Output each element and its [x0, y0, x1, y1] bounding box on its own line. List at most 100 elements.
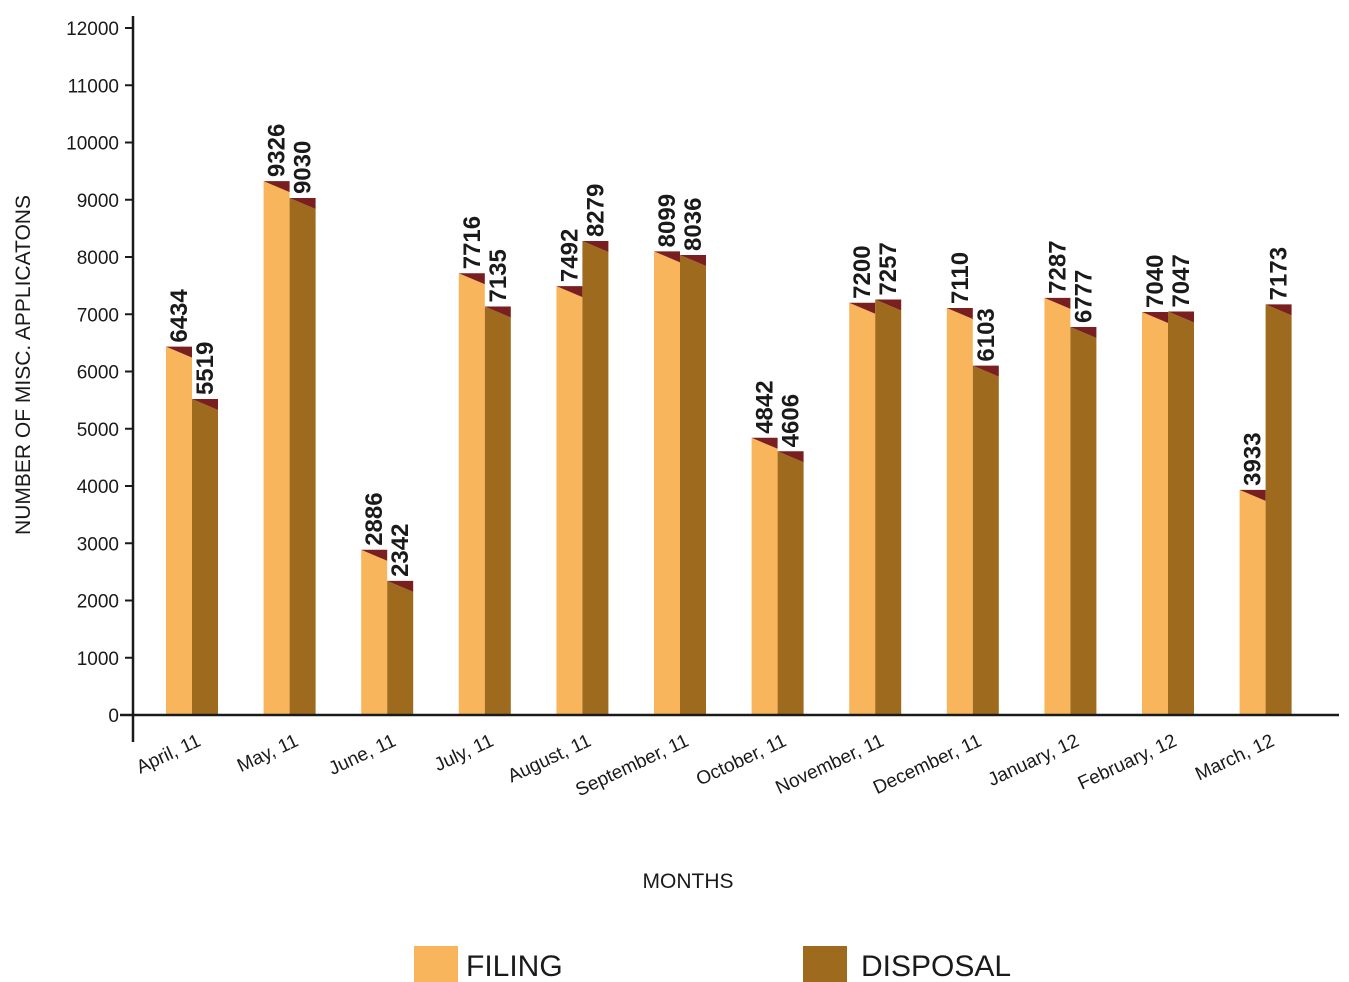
y-tick-label: 5000: [77, 420, 119, 441]
data-label: 7173: [1266, 247, 1293, 300]
data-label: 4842: [752, 380, 779, 433]
bar-cap: [484, 306, 511, 318]
x-tick-label: July, 11: [431, 730, 497, 776]
y-tick-label: 9000: [77, 191, 119, 212]
bar-cap: [582, 241, 609, 253]
y-tick-label: 4000: [77, 477, 119, 498]
bar-disposal: [387, 580, 414, 715]
x-tick-label: May, 11: [234, 730, 302, 776]
x-tick-label: April, 11: [133, 730, 204, 778]
y-tick-label: 7000: [77, 305, 119, 326]
bar-cap: [654, 251, 680, 263]
bar-disposal: [777, 451, 804, 715]
bar-cap: [777, 451, 804, 463]
x-tick-label: December, 11: [870, 730, 985, 798]
bar-cap: [972, 365, 999, 377]
x-tick-label: June, 11: [326, 730, 400, 779]
legend-swatch: [803, 946, 847, 982]
bar-cap: [263, 181, 290, 193]
y-tick-label: 11000: [68, 76, 119, 97]
bar-disposal: [1070, 327, 1097, 715]
data-label: 7200: [849, 245, 876, 298]
x-tick-label: February, 12: [1075, 730, 1180, 794]
bar-filing: [751, 437, 778, 715]
x-tick-label: November, 11: [772, 730, 887, 798]
bar-filing: [263, 181, 290, 716]
legend-label: DISPOSAL: [861, 950, 1011, 982]
bar-cap: [1239, 489, 1266, 501]
data-label: 9326: [264, 124, 291, 177]
bar-filing: [1044, 297, 1071, 715]
data-label: 5519: [192, 342, 219, 395]
x-tick-label: January, 12: [985, 730, 1083, 790]
bar-cap: [361, 549, 388, 561]
bar-cap: [192, 399, 218, 411]
data-label: 7287: [1044, 240, 1071, 293]
bars: [166, 181, 1292, 716]
y-axis-title: NUMBER OF MISC. APPLICATONS: [12, 195, 35, 535]
bar-cap: [680, 254, 706, 266]
bar-disposal: [972, 365, 999, 715]
bar-cap: [1044, 297, 1071, 309]
y-tick-label: 2000: [77, 592, 119, 613]
y-tick-label: 0: [108, 706, 119, 727]
data-label: 9030: [290, 141, 317, 194]
data-label: 8099: [654, 194, 681, 247]
data-label: 2342: [387, 524, 414, 577]
x-axis-title: MONTHS: [643, 870, 734, 893]
bar-disposal: [1265, 304, 1292, 715]
data-label: 6103: [973, 308, 1000, 361]
legend-label: FILING: [466, 950, 563, 982]
bar-filing: [166, 346, 192, 715]
legend-swatch: [414, 946, 458, 982]
bar-disposal: [1168, 311, 1194, 715]
bar-cap: [849, 302, 876, 314]
bar-filing: [361, 549, 388, 715]
legend: FILING DISPOSAL: [414, 946, 1011, 982]
data-label: 6434: [166, 289, 193, 343]
bar-disposal: [680, 254, 706, 715]
bar-cap: [1168, 311, 1194, 323]
bar-cap: [166, 346, 192, 358]
bar-disposal: [192, 399, 218, 715]
data-label: 6777: [1070, 270, 1097, 323]
bar-cap: [556, 286, 583, 298]
data-label: 7135: [485, 249, 512, 302]
x-axis-labels: April, 11 May, 11 June, 11 July, 11 August, …: [133, 730, 1277, 801]
bar-cap: [751, 437, 778, 449]
data-label: 8036: [680, 198, 707, 251]
bar-filing: [946, 307, 973, 715]
y-tick-label: 12000: [66, 19, 119, 40]
data-label: 7047: [1168, 254, 1195, 307]
bar-disposal: [289, 198, 316, 716]
y-tick-label: 3000: [77, 534, 119, 555]
bar-filing: [849, 302, 876, 715]
y-tick-label: 8000: [77, 248, 119, 269]
bar-filing: [556, 286, 583, 715]
data-label: 2886: [361, 492, 388, 545]
bar-filing: [654, 251, 680, 715]
bar-cap: [875, 299, 902, 311]
data-label: 7110: [947, 252, 974, 304]
bar-cap: [1070, 327, 1097, 339]
y-tick-label: 1000: [77, 649, 119, 670]
bar-disposal: [484, 306, 511, 715]
bar-cap: [458, 273, 485, 285]
bar-filing: [1239, 489, 1266, 715]
bar-cap: [946, 307, 973, 319]
bar-disposal: [875, 299, 902, 715]
data-label: 3933: [1240, 432, 1267, 485]
y-axis-ticks: 0 1000 2000 3000 4000 5000 6000 7000 8000 9000 100…: [66, 19, 133, 727]
bar-cap: [1142, 311, 1168, 323]
data-label: 7257: [875, 242, 902, 295]
data-label: 7040: [1142, 255, 1169, 308]
x-tick-label: March, 12: [1192, 730, 1277, 785]
bar-filing: [458, 273, 485, 715]
y-tick-label: 6000: [77, 363, 119, 384]
bar-cap: [289, 198, 316, 210]
data-label: 7492: [556, 229, 583, 282]
data-label: 8279: [582, 184, 609, 237]
